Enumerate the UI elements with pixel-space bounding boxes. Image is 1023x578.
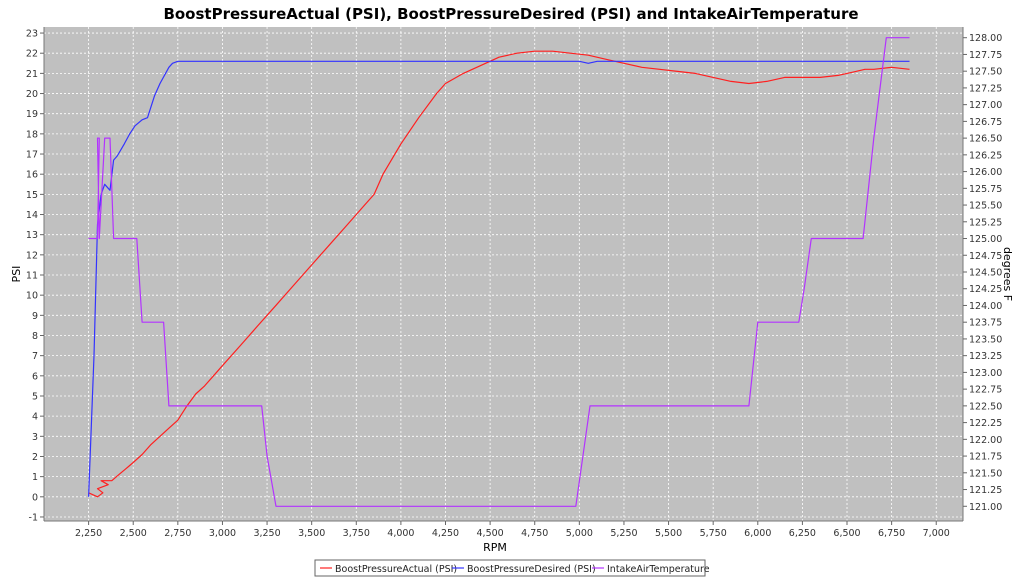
x-tick-label: 2,500	[120, 528, 147, 539]
y-tick-label: 15	[26, 190, 38, 201]
y-tick-label: 11	[26, 271, 38, 282]
x-tick-label: 3,500	[298, 528, 325, 539]
x-tick-label: 6,500	[833, 528, 860, 539]
x-tick-label: 2,250	[75, 528, 102, 539]
y2-tick-label: 121.25	[969, 485, 1002, 496]
y2-tick-label: 122.50	[969, 401, 1002, 412]
y-tick-label: 14	[26, 210, 38, 221]
legend-label-desired: BoostPressureDesired (PSI)	[467, 564, 596, 575]
y2-tick-label: 127.75	[969, 50, 1002, 61]
y2-tick-label: 127.00	[969, 100, 1002, 111]
y2-tick-label: 125.50	[969, 201, 1002, 212]
legend-label-temp: IntakeAirTemperature	[607, 564, 710, 575]
plot-area	[44, 27, 963, 521]
y-tick-label: -1	[29, 512, 38, 523]
y-tick-label: 0	[32, 492, 38, 503]
y2-tick-label: 121.75	[969, 452, 1002, 463]
x-tick-label: 4,750	[521, 528, 548, 539]
x-tick-label: 6,750	[878, 528, 905, 539]
y-tick-label: 21	[26, 69, 38, 80]
y2-tick-label: 124.25	[969, 284, 1002, 295]
series-line-boost-actual	[88, 50, 910, 498]
x-tick-label: 4,250	[432, 528, 459, 539]
legend-box	[314, 559, 706, 577]
x-tick-label: 2,750	[164, 528, 191, 539]
x-tick-label: 3,000	[209, 528, 236, 539]
y-tick-label: 19	[26, 109, 38, 120]
y-tick-label: 3	[32, 432, 38, 443]
y2-tick-label: 123.00	[969, 368, 1002, 379]
y-tick-label: 20	[26, 89, 38, 100]
axes	[43, 27, 964, 522]
y-tick-label: 10	[26, 291, 38, 302]
y2-tick-label: 126.75	[969, 117, 1002, 128]
y2-axis-label: degrees F	[1001, 247, 1014, 301]
series-layer	[88, 37, 910, 507]
y-tick-label: 9	[32, 311, 38, 322]
x-tick-label: 5,000	[566, 528, 593, 539]
y-tick-label: 13	[26, 230, 38, 241]
legend-label-actual: BoostPressureActual (PSI)	[335, 564, 457, 575]
grid	[44, 27, 963, 521]
y2-tick-label: 122.75	[969, 385, 1002, 396]
y-tick-label: 5	[32, 391, 38, 402]
y-tick-label: 18	[26, 129, 38, 140]
x-tick-label: 3,750	[343, 528, 370, 539]
y2-tick-label: 126.50	[969, 134, 1002, 145]
y-tick-label: 6	[32, 371, 38, 382]
y2-tick-label: 123.25	[969, 351, 1002, 362]
y2-tick-label: 123.50	[969, 334, 1002, 345]
x-tick-label: 5,250	[610, 528, 637, 539]
y2-tick-label: 125.25	[969, 217, 1002, 228]
y-tick-label: 7	[32, 351, 38, 362]
y2-tick-label: 125.75	[969, 184, 1002, 195]
y2-tick-label: 126.00	[969, 167, 1002, 178]
y2-tick-label: 121.50	[969, 468, 1002, 479]
x-tick-label: 5,500	[655, 528, 682, 539]
y-tick-label: 1	[32, 472, 38, 483]
y-tick-label: 16	[26, 170, 38, 181]
y-axis-label: PSI	[10, 266, 23, 283]
y-tick-label: 8	[32, 331, 38, 342]
x-tick-label: 7,000	[923, 528, 950, 539]
y-tick-label: 4	[32, 412, 38, 423]
y-tick-label: 2	[32, 452, 38, 463]
y-tick-label: 12	[26, 250, 38, 261]
y-tick-label: 17	[26, 150, 38, 161]
x-tick-label: 6,250	[789, 528, 816, 539]
ticks: 2,250 2,500 2,750 3,000 3,250 3,500 3,750 4,000…	[26, 29, 1002, 539]
x-tick-label: 4,500	[477, 528, 504, 539]
y2-tick-label: 121.00	[969, 502, 1002, 513]
chart-title: BoostPressureActual (PSI), BoostPressure…	[163, 5, 858, 23]
y-tick-label: 22	[26, 49, 38, 60]
y2-tick-label: 124.75	[969, 251, 1002, 262]
y2-tick-label: 124.00	[969, 301, 1002, 312]
y2-tick-label: 122.00	[969, 435, 1002, 446]
series-line-intake-air-temp	[88, 37, 910, 507]
y2-tick-label: 125.00	[969, 234, 1002, 245]
y2-tick-label: 128.00	[969, 33, 1002, 44]
y2-tick-label: 123.75	[969, 318, 1002, 329]
y2-tick-label: 127.50	[969, 67, 1002, 78]
x-axis-label: RPM	[483, 541, 507, 554]
y2-tick-label: 122.25	[969, 418, 1002, 429]
y2-tick-label: 126.25	[969, 150, 1002, 161]
x-tick-label: 6,000	[744, 528, 771, 539]
y2-tick-label: 124.50	[969, 267, 1002, 278]
legend: BoostPressureActual (PSI) BoostPressureD…	[314, 559, 710, 577]
y2-tick-label: 127.25	[969, 83, 1002, 94]
x-tick-label: 3,250	[253, 528, 280, 539]
x-tick-label: 4,000	[387, 528, 414, 539]
y-tick-label: 23	[26, 29, 38, 40]
x-tick-label: 5,750	[700, 528, 727, 539]
